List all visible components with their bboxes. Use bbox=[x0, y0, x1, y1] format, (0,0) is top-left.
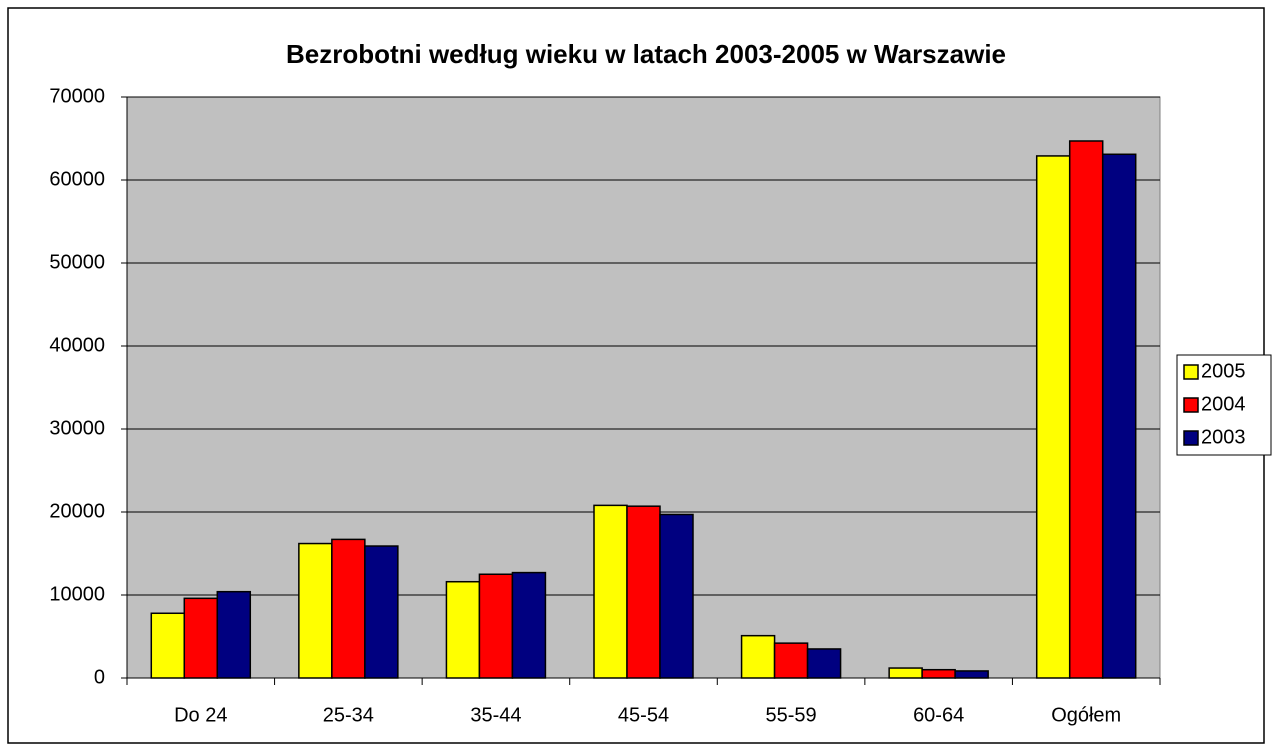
x-tick-label: 45-54 bbox=[618, 704, 669, 726]
bar bbox=[593, 504, 628, 679]
bar bbox=[216, 590, 252, 679]
bar bbox=[364, 545, 399, 679]
legend-swatch bbox=[1183, 364, 1199, 380]
y-tick-label: 20000 bbox=[49, 500, 105, 522]
bar bbox=[511, 571, 547, 679]
bar bbox=[183, 597, 219, 679]
legend-swatch bbox=[1183, 397, 1199, 413]
x-tick-label: 55-59 bbox=[765, 704, 816, 726]
bar bbox=[150, 612, 186, 679]
bar bbox=[740, 634, 776, 679]
x-tick-label: Do 24 bbox=[174, 704, 227, 726]
x-tick-label: 25-34 bbox=[323, 704, 374, 726]
bar bbox=[806, 648, 842, 679]
y-tick-label: 10000 bbox=[49, 583, 105, 605]
x-tick-label: 60-64 bbox=[913, 704, 964, 726]
bar bbox=[659, 513, 694, 679]
bar bbox=[1101, 153, 1137, 679]
y-tick-label: 0 bbox=[94, 666, 105, 688]
legend-swatch bbox=[1183, 430, 1199, 446]
legend-label: 2004 bbox=[1201, 393, 1246, 415]
bar bbox=[1068, 140, 1104, 679]
bar bbox=[773, 642, 809, 679]
bar bbox=[478, 573, 514, 679]
bar bbox=[445, 580, 481, 679]
chart-title: Bezrobotni według wieku w latach 2003-20… bbox=[286, 39, 1006, 69]
x-tick-label: 35-44 bbox=[470, 704, 521, 726]
x-tick-label: Ogółem bbox=[1051, 704, 1121, 726]
y-tick-label: 50000 bbox=[49, 251, 105, 273]
bar bbox=[1035, 155, 1071, 679]
y-tick-label: 70000 bbox=[49, 85, 105, 107]
bar bbox=[298, 542, 333, 679]
bar bbox=[921, 668, 956, 679]
bar bbox=[954, 670, 989, 679]
bar bbox=[331, 538, 366, 679]
bar bbox=[888, 667, 923, 679]
y-tick-label: 40000 bbox=[49, 334, 105, 356]
y-tick-label: 60000 bbox=[49, 168, 105, 190]
y-tick-label: 30000 bbox=[49, 417, 105, 439]
legend-label: 2003 bbox=[1201, 426, 1246, 448]
legend-label: 2005 bbox=[1201, 360, 1246, 382]
bar bbox=[626, 505, 661, 679]
